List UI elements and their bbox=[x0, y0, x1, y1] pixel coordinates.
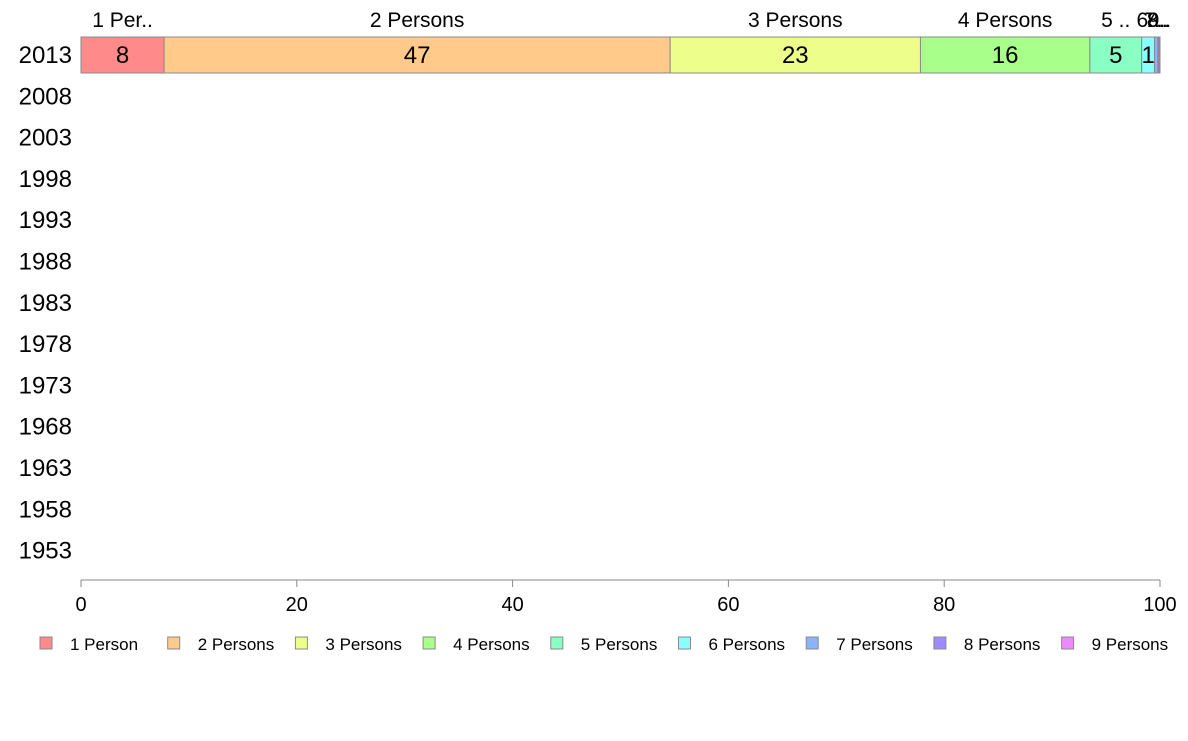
legend: 1 Person 2 Persons 3 Persons 4 Persons 5 Per… bbox=[39, 635, 1169, 654]
bar-segment bbox=[1089, 36, 1143, 74]
data-label: 47 bbox=[404, 42, 431, 69]
data-label: 16 bbox=[992, 42, 1019, 69]
legend-swatch bbox=[678, 636, 691, 650]
legend-label: 3 Persons bbox=[325, 635, 402, 654]
segment-top-label: 6.. bbox=[1136, 9, 1159, 32]
data-label: 1 bbox=[1141, 42, 1154, 69]
segment-top-label: 5 .. bbox=[1101, 9, 1130, 32]
segment-top-label: 8.. bbox=[1147, 9, 1170, 32]
segment-top-label: 4 Persons bbox=[958, 9, 1053, 32]
segment-top-label: 1 Per.. bbox=[92, 9, 153, 32]
x-tick-label: 0 bbox=[75, 594, 86, 616]
segment-top-label: 2 Persons bbox=[370, 9, 465, 32]
y-tick-label: 1993 bbox=[19, 207, 72, 234]
bar-segment bbox=[1158, 36, 1161, 74]
bar-segment bbox=[669, 36, 921, 74]
y-tick-label: 1973 bbox=[19, 372, 72, 399]
y-tick-label: 1958 bbox=[19, 496, 72, 523]
legend-swatch bbox=[167, 636, 181, 650]
legend-label: 7 Persons bbox=[836, 635, 913, 654]
legend-label: 8 Persons bbox=[964, 635, 1041, 654]
y-tick-label: 1983 bbox=[19, 290, 72, 317]
legend-label: 2 Persons bbox=[198, 635, 275, 654]
legend-label: 1 Person bbox=[70, 635, 138, 654]
x-tick-label: 20 bbox=[286, 594, 308, 616]
bar-segment bbox=[163, 36, 671, 74]
y-tick-label: 1988 bbox=[19, 249, 72, 276]
y-tick-label: 1978 bbox=[19, 331, 72, 358]
segment-top-label: 7.. bbox=[1145, 9, 1168, 32]
data-label: 23 bbox=[782, 42, 809, 69]
y-tick-label: 2008 bbox=[19, 83, 72, 110]
y-tick-label: 1998 bbox=[19, 166, 72, 193]
x-tick-label: 40 bbox=[501, 594, 523, 616]
legend-swatch bbox=[422, 636, 436, 650]
data-label: 5 bbox=[1109, 42, 1122, 69]
x-tick-label: 100 bbox=[1143, 594, 1176, 616]
bars-layer: 8 47 23 16 5 1 bbox=[80, 36, 1161, 74]
segment-top-label: 9.. bbox=[1148, 9, 1171, 32]
y-tick-label: 1968 bbox=[19, 414, 72, 441]
data-label: 8 bbox=[116, 42, 129, 69]
bar-segment bbox=[80, 36, 165, 74]
x-axis: 0 20 40 60 80 100 bbox=[75, 579, 1177, 616]
legend-swatch bbox=[39, 636, 53, 650]
legend-swatch bbox=[933, 636, 947, 650]
y-tick-label: 2013 bbox=[19, 42, 72, 69]
x-tick-label: 80 bbox=[933, 594, 955, 616]
legend-label: 6 Persons bbox=[709, 635, 786, 654]
segment-top-label: 3 Persons bbox=[748, 9, 843, 32]
legend-label: 4 Persons bbox=[453, 635, 530, 654]
y-tick-label: 1963 bbox=[19, 455, 72, 482]
top-labels-layer: 1 Per.. 2 Persons 3 Persons 4 Persons 5 .. 6.… bbox=[92, 9, 1171, 32]
y-tick-label: 2003 bbox=[19, 125, 72, 152]
y-tick-label: 1953 bbox=[19, 538, 72, 565]
legend-swatch bbox=[805, 636, 819, 650]
x-tick-label: 60 bbox=[717, 594, 739, 616]
legend-swatch bbox=[1061, 636, 1075, 650]
y-axis-labels: 2013 2008 2003 1998 1993 1988 1983 1978 1973 1968… bbox=[19, 42, 72, 565]
legend-swatch bbox=[294, 636, 308, 650]
legend-label: 9 Persons bbox=[1092, 635, 1169, 654]
legend-label: 5 Persons bbox=[581, 635, 658, 654]
legend-swatch bbox=[550, 636, 564, 650]
